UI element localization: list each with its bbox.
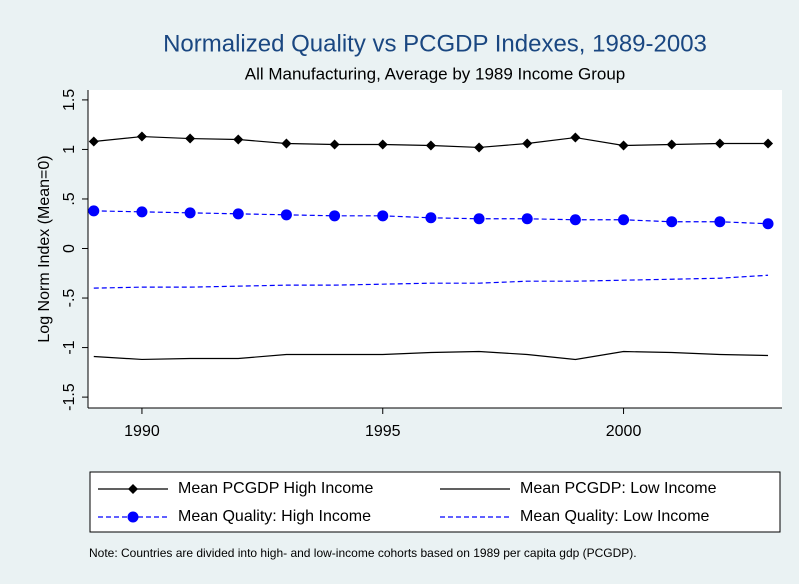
legend-label: Mean PCGDP High Income: [178, 480, 373, 497]
marker: [714, 216, 726, 228]
marker: [136, 206, 148, 218]
marker: [714, 138, 725, 149]
marker: [136, 131, 147, 142]
series-line: [93, 274, 769, 289]
marker: [570, 132, 581, 143]
y-tick-label: 0: [61, 244, 78, 253]
marker: [280, 209, 292, 221]
marker: [618, 214, 630, 226]
chart-subtitle: All Manufacturing, Average by 1989 Incom…: [245, 64, 626, 83]
marker: [666, 216, 678, 228]
y-tick-label: -.5: [61, 289, 78, 308]
legend-marker: [127, 511, 139, 523]
marker: [666, 139, 677, 150]
marker: [473, 213, 485, 225]
plot-area: [88, 90, 782, 408]
marker: [569, 214, 581, 226]
legend-label: Mean PCGDP: Low Income: [520, 480, 717, 497]
marker: [425, 212, 437, 224]
y-tick-label: 1: [61, 145, 78, 154]
marker: [763, 138, 774, 149]
x-tick-label: 1990: [124, 423, 160, 440]
marker: [88, 205, 100, 217]
marker: [329, 139, 340, 150]
legend-marker: [128, 484, 138, 494]
x-tick-label: 2000: [606, 423, 642, 440]
marker: [377, 139, 388, 150]
marker: [329, 210, 341, 222]
marker: [521, 213, 533, 225]
legend: [89, 471, 781, 533]
chart-title: Normalized Quality vs PCGDP Indexes, 198…: [163, 30, 707, 57]
marker: [474, 142, 485, 153]
y-axis-label: Log Norm Index (Mean=0): [36, 155, 53, 342]
series-line: [93, 350, 769, 361]
marker: [281, 138, 292, 149]
marker: [88, 136, 99, 147]
marker: [618, 140, 629, 151]
y-tick-label: .5: [61, 192, 78, 205]
marker: [762, 218, 774, 230]
marker: [233, 134, 244, 145]
marker: [232, 208, 244, 220]
y-tick-label: 1.5: [61, 89, 78, 111]
note: Note: Countries are divided into high- a…: [89, 546, 637, 560]
marker: [184, 207, 196, 219]
legend-label: Mean Quality: Low Income: [520, 508, 710, 525]
legend-label: Mean Quality: High Income: [178, 508, 371, 525]
marker: [185, 133, 196, 144]
y-tick-label: -1.5: [61, 383, 78, 411]
marker: [522, 138, 533, 149]
y-tick-label: -1: [61, 340, 78, 354]
marker: [425, 140, 436, 151]
marker: [377, 210, 389, 222]
x-tick-label: 1995: [365, 423, 401, 440]
